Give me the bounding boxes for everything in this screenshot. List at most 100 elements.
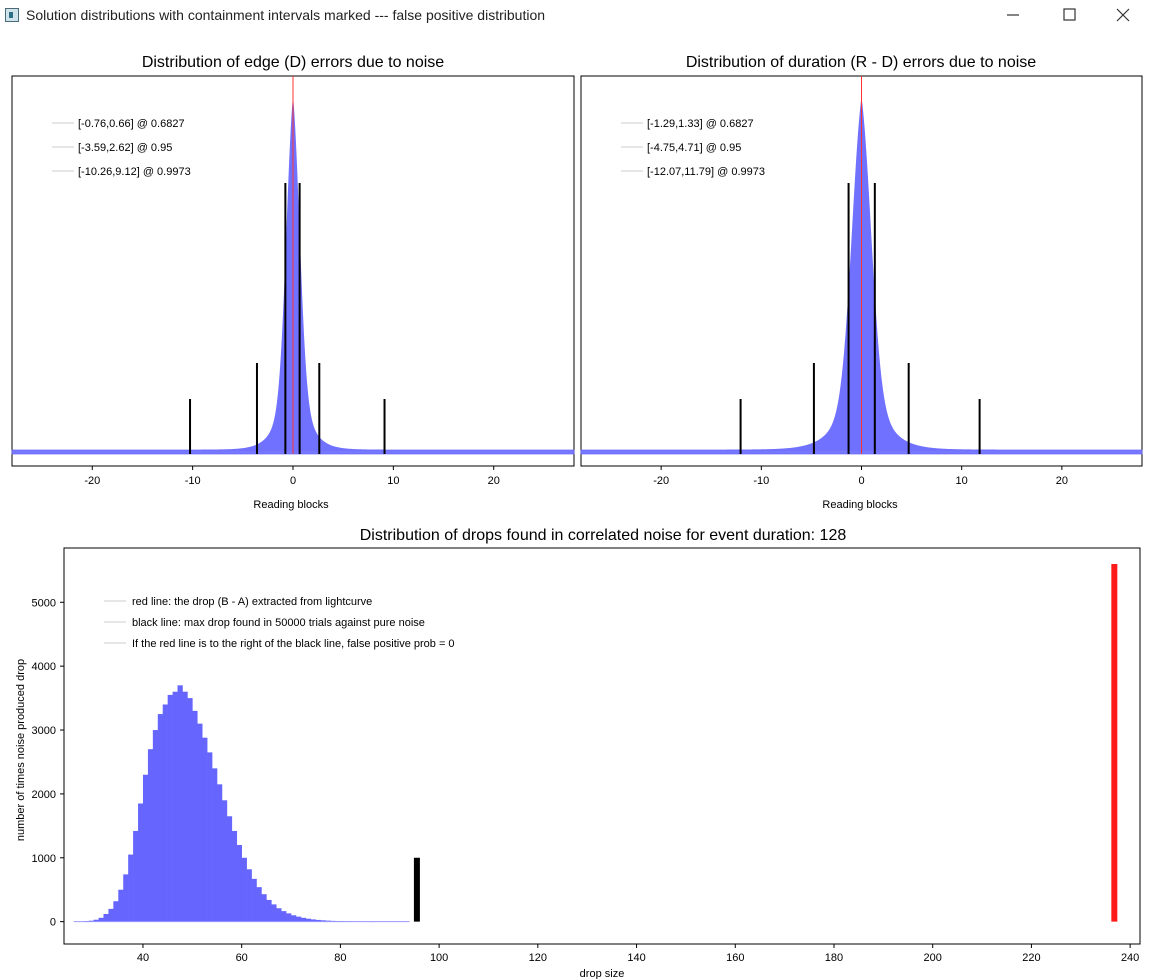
histogram-bar	[182, 691, 188, 922]
panel-title: Distribution of drops found in correlate…	[360, 527, 847, 544]
histogram-bar	[202, 737, 208, 922]
histogram-bar	[291, 915, 297, 922]
close-icon	[1116, 8, 1130, 22]
histogram-bar	[138, 803, 144, 922]
window-titlebar: Solution distributions with containment …	[0, 0, 1152, 32]
legend-entry-1: red line: the drop (B - A) extracted fro…	[132, 596, 372, 608]
histogram-bar	[246, 869, 252, 922]
legend-entry-3: If the red line is to the right of the b…	[132, 638, 455, 650]
histogram-bar	[221, 800, 228, 922]
histogram-bar	[118, 889, 124, 922]
histogram-bar	[128, 854, 134, 922]
x-tick-label: 140	[627, 952, 645, 964]
legend-entry-3: [-12.07,11.79] @ 0.9973	[647, 166, 765, 178]
histogram-bar	[300, 917, 307, 922]
histogram-bar	[281, 911, 287, 922]
histogram-bar	[167, 694, 173, 922]
legend-entry-2: [-3.59,2.62] @ 0.95	[78, 142, 172, 154]
x-tick-label: 200	[924, 952, 942, 964]
legend-entry-2: black line: max drop found in 50000 tria…	[132, 617, 425, 629]
x-tick-label: 20	[488, 475, 500, 487]
x-axis-label: Reading blocks	[253, 499, 329, 511]
histogram-bar	[226, 816, 233, 922]
maximize-button[interactable]	[1046, 0, 1092, 32]
histogram-bar	[217, 784, 223, 922]
y-tick-label: 5000	[32, 597, 56, 609]
histogram-bar	[320, 920, 326, 922]
x-tick-label: 40	[137, 952, 149, 964]
histogram-bar	[103, 913, 109, 922]
histogram-bar	[212, 768, 218, 922]
histogram-bar	[142, 774, 149, 922]
histogram-bar	[207, 752, 213, 922]
x-tick-label: 0	[290, 475, 296, 487]
x-tick-label: 120	[529, 952, 547, 964]
x-axis-label: drop size	[580, 968, 625, 979]
histogram-bar	[147, 749, 154, 922]
histogram-bar	[123, 874, 129, 922]
histogram-bar	[276, 908, 282, 922]
x-tick-label: 220	[1022, 952, 1040, 964]
y-tick-label: 1000	[32, 853, 56, 865]
histogram-bar	[251, 878, 257, 922]
x-tick-label: 80	[334, 952, 346, 964]
x-tick-label: 10	[956, 475, 968, 487]
app-icon	[5, 8, 19, 22]
histogram-bar	[266, 899, 272, 922]
histogram-bar	[133, 830, 139, 922]
histogram-bar	[325, 920, 331, 922]
x-tick-label: 20	[1056, 475, 1068, 487]
histogram-bar	[172, 691, 178, 922]
y-axis-label: number of times noise produced drop	[15, 659, 27, 841]
x-axis-label: Reading blocks	[822, 499, 898, 511]
minimize-button[interactable]	[990, 0, 1036, 32]
window-title: Solution distributions with containment …	[26, 7, 546, 23]
histogram-bar	[187, 698, 193, 922]
histogram-bar	[256, 887, 262, 922]
legend-entry-3: [-10.26,9.12] @ 0.9973	[78, 166, 191, 178]
histogram-bar	[241, 857, 247, 922]
x-tick-label: 0	[858, 475, 864, 487]
y-tick-label: 3000	[32, 725, 56, 737]
histogram-bar	[108, 908, 114, 922]
histogram-bar	[261, 894, 267, 922]
histogram-bar	[231, 830, 238, 922]
histogram-bar	[113, 901, 119, 922]
x-tick-label: 100	[430, 952, 448, 964]
histogram-bar	[152, 730, 159, 922]
histogram-bar	[295, 916, 302, 922]
histogram-bar	[177, 685, 183, 922]
histogram-bar	[157, 714, 164, 922]
x-tick-label: 180	[825, 952, 843, 964]
histogram-bar	[310, 919, 317, 922]
x-tick-label: 240	[1121, 952, 1139, 964]
panel-title: Distribution of duration (R - D) errors …	[686, 54, 1036, 71]
y-tick-label: 4000	[32, 661, 56, 673]
histogram-bar	[236, 845, 242, 922]
y-tick-label: 0	[50, 917, 56, 929]
histogram-bar	[192, 710, 198, 922]
histogram-bar	[315, 919, 321, 922]
panel-title: Distribution of edge (D) errors due to n…	[142, 54, 444, 71]
histogram-bar	[93, 919, 99, 922]
x-tick-label: 10	[387, 475, 399, 487]
x-tick-label: 60	[236, 952, 248, 964]
y-tick-label: 2000	[32, 789, 56, 801]
minimize-icon	[1007, 14, 1019, 16]
x-tick-label: -20	[653, 475, 669, 487]
histogram-bar	[271, 904, 277, 922]
histogram-bar	[197, 723, 203, 922]
close-button[interactable]	[1100, 0, 1146, 32]
x-tick-label: 160	[726, 952, 744, 964]
histogram-bar	[305, 918, 312, 922]
histogram-bar	[162, 704, 168, 922]
legend-entry-1: [-0.76,0.66] @ 0.6827	[78, 118, 185, 130]
x-tick-label: -20	[84, 475, 100, 487]
x-tick-label: -10	[185, 475, 201, 487]
maximize-icon	[1063, 8, 1076, 21]
legend-entry-2: [-4.75,4.71] @ 0.95	[647, 142, 741, 154]
legend-entry-1: [-1.29,1.33] @ 0.6827	[647, 118, 754, 130]
histogram-bar	[286, 913, 292, 922]
histogram-bar	[98, 917, 104, 922]
